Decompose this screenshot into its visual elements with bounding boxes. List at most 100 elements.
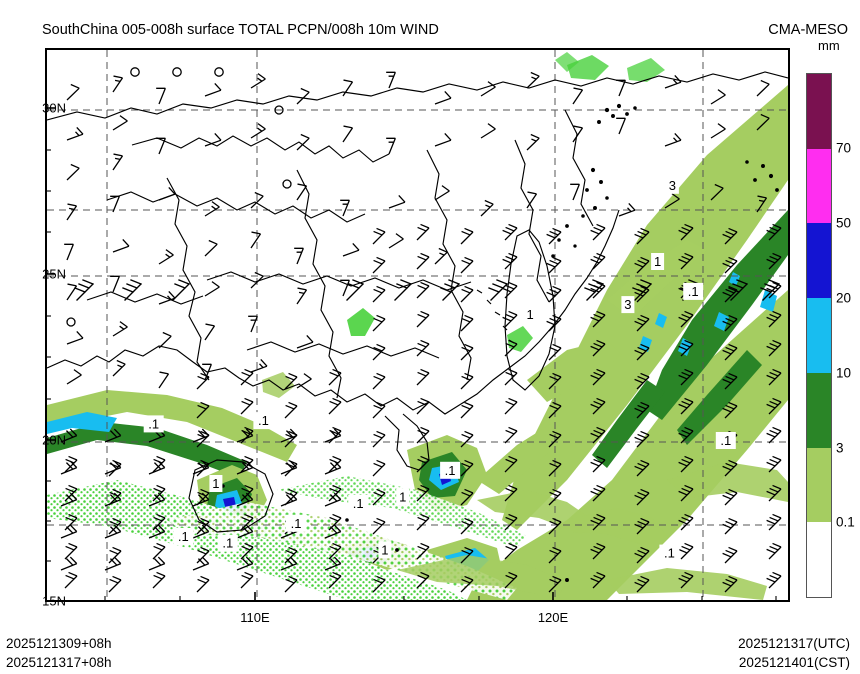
- wind-barb: [678, 484, 694, 502]
- wind-barb: [240, 397, 254, 415]
- wind-barb: [634, 314, 650, 332]
- contour-label: .1: [291, 516, 302, 531]
- wind-barb: [722, 575, 738, 593]
- wind-barb: [328, 368, 342, 386]
- wind-barb: [64, 484, 78, 502]
- wind-barb: [480, 123, 496, 139]
- contour-label-bg: [396, 488, 410, 506]
- wind-barb: [416, 281, 430, 299]
- wind-barb: [460, 372, 474, 390]
- wind-barb: [504, 426, 518, 444]
- wind-barb: [112, 115, 128, 131]
- wind-barb: [634, 430, 650, 448]
- wind-barb: [64, 243, 74, 261]
- precipitation-colorbar[interactable]: [806, 73, 832, 598]
- wind-barb: [60, 492, 78, 507]
- wind-barb: [664, 193, 680, 209]
- wind-barb: [634, 401, 650, 419]
- wind-barb: [196, 372, 210, 390]
- contour-label-bg: [523, 306, 537, 324]
- wind-barb: [340, 199, 350, 217]
- wind-barb: [372, 372, 386, 390]
- forecast-map-panel[interactable]: .1 .1 1 .1 .1 1 .1 1 .1 .1 1 3 1 .1 3 .1 .1: [45, 48, 790, 602]
- wind-barb: [416, 455, 430, 473]
- wind-barb: [434, 185, 450, 201]
- wind-barb: [372, 314, 386, 332]
- wind-barb: [766, 484, 782, 502]
- wind-barb: [434, 90, 452, 105]
- wind-barb: [236, 460, 254, 475]
- wind-barb: [548, 343, 562, 361]
- wind-barb: [158, 186, 176, 201]
- wind-barb: [756, 195, 768, 213]
- contour-labels: .1 .1 1 .1 .1 1 .1 1 .1 .1 1 3 1 .1 3 .1 .1: [143, 176, 736, 562]
- wind-barb: [60, 524, 78, 539]
- wind-barb: [548, 546, 562, 564]
- wind-barb: [664, 74, 682, 89]
- wind-barb: [634, 459, 650, 477]
- wind-barb: [634, 372, 650, 390]
- wind-barb: [548, 459, 562, 477]
- wind-barb: [590, 513, 606, 531]
- wind-barb: [104, 492, 122, 507]
- wind-barb: [240, 542, 254, 560]
- wind-barb: [766, 571, 782, 589]
- wind-barb: [66, 203, 78, 221]
- colorbar-unit-label: mm: [818, 38, 840, 53]
- colorbar-band-20-50: [807, 223, 831, 299]
- wind-barb: [678, 455, 694, 473]
- wind-barb: [202, 363, 212, 381]
- colorbar-band-below-0.1: [807, 522, 831, 597]
- wind-barb: [158, 249, 174, 265]
- contour-label: 1: [654, 254, 661, 269]
- wind-barb: [296, 373, 312, 389]
- wind-barb: [372, 575, 386, 593]
- wind-barb: [460, 488, 474, 506]
- wind-barb: [156, 137, 166, 155]
- wind-barb: [192, 524, 210, 539]
- wind-barb: [250, 358, 268, 373]
- wind-barb: [634, 517, 650, 535]
- wind-barb: [416, 426, 430, 444]
- page-title: SouthChina 005-008h surface TOTAL PCPN/0…: [42, 22, 439, 38]
- wind-barb: [250, 231, 262, 249]
- wind-barb: [634, 227, 650, 245]
- wind-barb: [250, 191, 264, 209]
- wind-barb: [60, 460, 78, 475]
- wind-barb: [296, 287, 308, 305]
- wind-barb: [250, 73, 266, 89]
- contour-label-bg: [209, 475, 223, 492]
- contour-label-bg: [683, 282, 704, 300]
- wind-barb: [236, 556, 254, 571]
- wind-barb: [460, 575, 474, 593]
- y-axis-label-30n: 30N: [42, 100, 66, 116]
- wind-barb: [590, 571, 606, 589]
- wind-barb: [372, 285, 386, 303]
- wind-barb: [328, 571, 342, 589]
- wind-barb: [460, 401, 474, 419]
- wind-barb: [722, 285, 738, 303]
- wind-barb: [112, 321, 128, 337]
- wind-barb: [766, 368, 782, 386]
- wind-barb: [526, 71, 540, 89]
- wind-barb: [204, 281, 220, 297]
- wind-barb: [296, 334, 314, 349]
- colorbar-tick-70: 70: [836, 140, 852, 156]
- contour-label: 1: [399, 489, 406, 504]
- wind-barb: [328, 455, 342, 473]
- wind-barb: [372, 430, 386, 448]
- contour-label: .1: [664, 546, 675, 561]
- footer-utc-time: 2025121317(UTC): [738, 636, 850, 651]
- wind-barb: [156, 87, 166, 105]
- wind-barb: [634, 256, 650, 274]
- wind-barb: [66, 126, 84, 141]
- wind-barb: [634, 343, 650, 361]
- wind-barb: [372, 459, 386, 477]
- wind-barb: [572, 87, 584, 105]
- wind-barb: [372, 256, 386, 274]
- wind-barb: [590, 339, 606, 357]
- wind-barb: [416, 252, 430, 270]
- wind-barb: [526, 133, 540, 151]
- wind-barb: [504, 397, 518, 415]
- wind-barb: [296, 133, 310, 151]
